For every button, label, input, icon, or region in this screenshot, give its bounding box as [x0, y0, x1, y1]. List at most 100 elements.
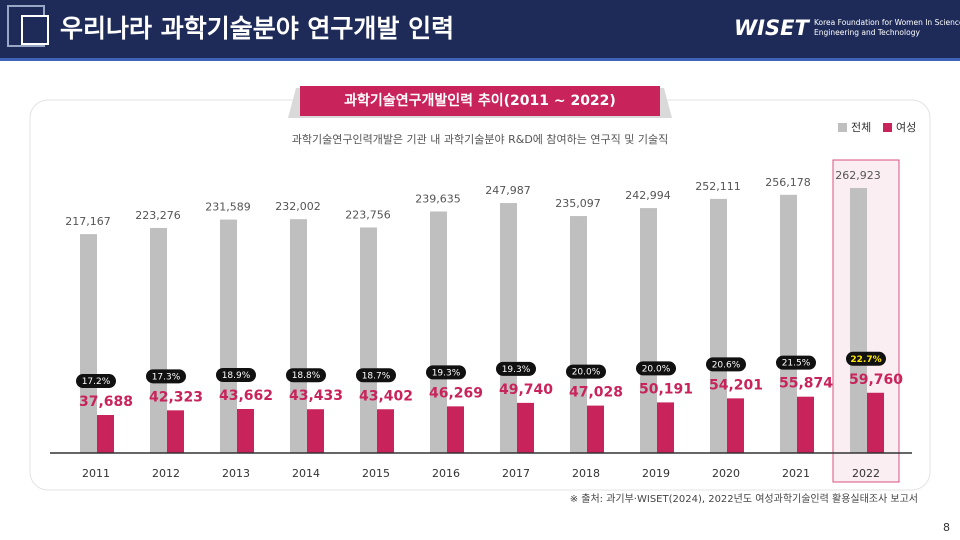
value-label: 55,874 [779, 376, 833, 392]
share-badge [426, 365, 466, 380]
share-badge [846, 351, 886, 366]
bar-total [150, 227, 167, 453]
value-label: 256,178 [765, 176, 811, 189]
bar-total [360, 227, 377, 453]
share-badge [216, 367, 256, 382]
x-tick-label: 2012 [152, 467, 180, 480]
value-label: 46,269 [429, 385, 483, 401]
share-label: 21.5% [782, 359, 811, 369]
x-tick-label: 2013 [222, 467, 250, 480]
bar-women [447, 406, 464, 453]
bar-women [307, 409, 324, 453]
legend-label: 여성 [896, 121, 916, 134]
value-label: 217,167 [65, 215, 111, 228]
share-badge [496, 361, 536, 376]
share-badge [286, 368, 326, 383]
value-label: 235,097 [555, 197, 601, 210]
bar-total [500, 203, 517, 453]
source-note: ※ 출처: 과기부·WISET(2024), 2022년도 여성과학기술인력 활… [570, 492, 918, 505]
value-label: 37,688 [79, 394, 133, 410]
value-label: 223,276 [135, 209, 181, 222]
title-banner [300, 86, 660, 116]
share-label: 18.8% [292, 371, 321, 381]
bar-women [587, 405, 604, 453]
share-badge [356, 368, 396, 383]
value-label: 42,323 [149, 389, 203, 405]
header-title: 우리나라 과학기술분야 연구개발 인력 [60, 14, 454, 43]
x-tick-label: 2019 [642, 467, 670, 480]
x-tick-label: 2020 [712, 467, 740, 480]
bar-total [570, 216, 587, 453]
legend-label: 전체 [851, 121, 871, 134]
value-label: 232,002 [275, 200, 321, 213]
logo-subtitle: Engineering and Technology [814, 28, 920, 37]
share-badge [76, 374, 116, 389]
bar-women [377, 409, 394, 453]
logo: WISET [734, 16, 810, 40]
value-label: 252,111 [695, 180, 741, 193]
value-label: 43,402 [359, 388, 413, 404]
share-label: 18.7% [362, 371, 391, 381]
x-tick-label: 2011 [82, 467, 110, 480]
bar-women [727, 398, 744, 453]
value-label: 247,987 [485, 184, 531, 197]
x-tick-label: 2015 [362, 467, 390, 480]
bar-total [710, 198, 727, 453]
x-tick-label: 2018 [572, 467, 600, 480]
header-icon [21, 15, 49, 45]
bar-total [780, 194, 797, 453]
value-label: 231,589 [205, 201, 251, 214]
chart-title: 과학기술연구개발인력 추이(2011 ~ 2022) [344, 92, 616, 109]
legend-swatch [838, 123, 847, 132]
share-label: 20.0% [642, 364, 671, 374]
x-tick-label: 2021 [782, 467, 810, 480]
chart-subtitle: 과학기술연구인력개발은 기관 내 과학기술분야 R&D에 참여하는 연구직 및 … [292, 132, 669, 146]
share-label: 18.9% [222, 371, 251, 381]
value-label: 43,433 [289, 388, 343, 404]
x-tick-label: 2022 [852, 467, 880, 480]
value-label: 54,201 [709, 377, 763, 393]
value-label: 262,923 [835, 169, 881, 182]
logo-subtitle: Korea Foundation for Women In Science, [814, 18, 960, 27]
value-label: 59,760 [849, 372, 903, 388]
share-label: 19.3% [502, 365, 531, 375]
share-label: 17.2% [82, 377, 111, 387]
page-number: 8 [943, 521, 950, 534]
value-label: 49,740 [499, 382, 553, 398]
bar-total [640, 208, 657, 453]
x-tick-label: 2017 [502, 467, 530, 480]
bar-women [867, 392, 884, 453]
bar-women [97, 415, 114, 453]
share-label: 19.3% [432, 368, 461, 378]
share-badge [636, 361, 676, 376]
bar-women [167, 410, 184, 453]
value-label: 47,028 [569, 385, 623, 401]
value-label: 50,191 [639, 381, 693, 397]
x-tick-label: 2014 [292, 467, 320, 480]
legend-swatch [883, 123, 892, 132]
bar-total [850, 188, 867, 453]
value-label: 242,994 [625, 189, 671, 202]
share-label: 20.0% [572, 368, 601, 378]
share-label: 22.7% [850, 355, 881, 365]
bar-total [220, 219, 237, 453]
bar-women [657, 402, 674, 453]
share-label: 17.3% [152, 372, 181, 382]
share-badge [566, 364, 606, 379]
header-line [0, 58, 960, 61]
bar-women [237, 408, 254, 453]
value-label: 43,662 [219, 388, 273, 404]
bar-total [290, 219, 307, 453]
header-bar [0, 0, 960, 58]
share-badge [776, 355, 816, 370]
bar-women [517, 402, 534, 453]
share-badge [706, 357, 746, 372]
share-label: 20.6% [712, 360, 741, 370]
bar-women [797, 396, 814, 453]
bar-total [80, 234, 97, 453]
share-badge [146, 369, 186, 384]
value-label: 223,756 [345, 208, 391, 221]
value-label: 239,635 [415, 192, 461, 205]
x-tick-label: 2016 [432, 467, 460, 480]
